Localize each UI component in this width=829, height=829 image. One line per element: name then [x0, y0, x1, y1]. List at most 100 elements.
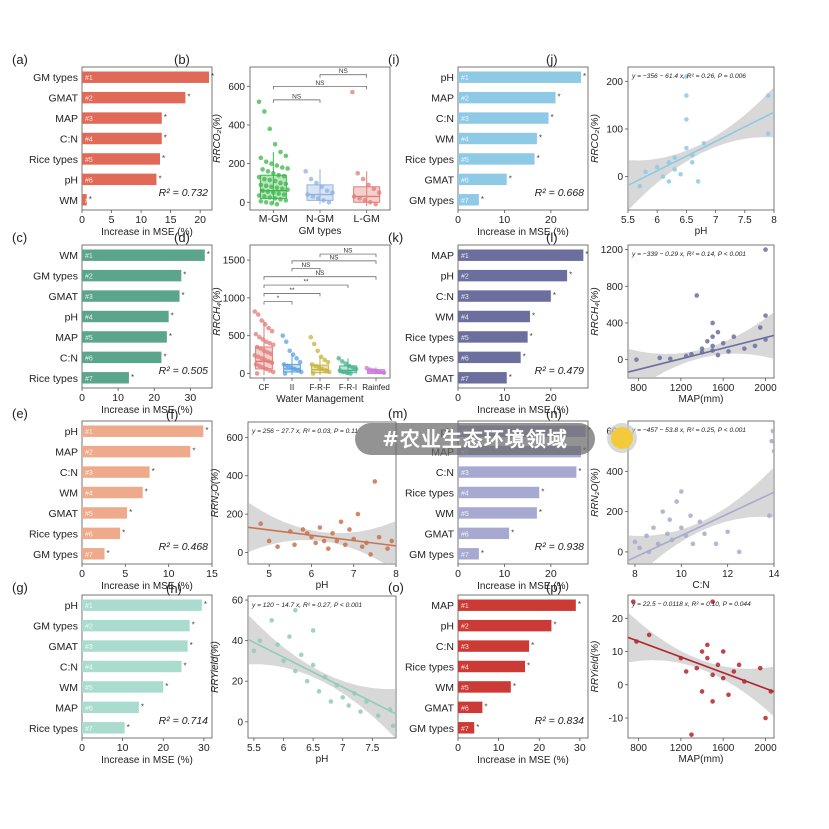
- r-squared: R² = 0.468: [159, 541, 208, 553]
- bar: [82, 331, 167, 343]
- data-point: [281, 173, 287, 179]
- x-tick-label: 10: [163, 568, 175, 580]
- category-label: WM: [59, 682, 78, 694]
- category-label: Rice types: [29, 154, 78, 166]
- regression-line: [628, 111, 774, 187]
- bar-rank-label: #3: [85, 294, 93, 301]
- data-point: [257, 334, 262, 340]
- y-tick-label: 400: [606, 467, 623, 478]
- panel-l: (l) 800 1200 1600 2000 0 400 800 1200 y = −339 − …: [546, 230, 777, 405]
- category-label: GMAT: [48, 508, 78, 520]
- data-point: [695, 179, 701, 184]
- data-point: [310, 371, 316, 376]
- data-point: [293, 607, 298, 613]
- group-label: Rainfed: [362, 383, 390, 392]
- data-point: [720, 675, 726, 681]
- regression-equation: y = −457 − 53.8 x, R² = 0.25, P < 0.001: [631, 427, 746, 434]
- data-point: [265, 169, 271, 174]
- bar-rank-label: #3: [85, 116, 93, 123]
- significance-star: *: [169, 332, 172, 341]
- category-label: MAP: [431, 250, 454, 262]
- bar-rank-label: #5: [85, 511, 93, 518]
- y-axis-label: RRN₂O(%): [210, 469, 221, 518]
- data-point: [646, 632, 652, 638]
- data-point: [251, 648, 257, 654]
- bar-rank-label: #7: [461, 198, 469, 205]
- data-point: [300, 527, 306, 532]
- data-point: [340, 695, 346, 700]
- data-point: [255, 312, 261, 317]
- significance-star: *: [164, 113, 167, 122]
- data-point: [259, 356, 264, 361]
- x-tick-label: 6.5: [679, 215, 693, 226]
- x-tick-label: 0: [455, 568, 461, 580]
- data-point: [336, 356, 342, 361]
- panel-label-m: (m): [388, 406, 408, 421]
- y-tick-label: 200: [606, 507, 623, 518]
- data-point: [684, 145, 689, 151]
- bar: [458, 619, 552, 632]
- data-point: [287, 348, 292, 354]
- bar-rank-label: #5: [461, 511, 469, 518]
- group-label: F-R-I: [339, 383, 357, 392]
- significance-label: NS: [329, 254, 339, 261]
- data-point: [266, 538, 272, 544]
- r-squared: R² = 0.834: [535, 715, 584, 727]
- y-tick-label: 0: [617, 172, 623, 183]
- category-label: Rice types: [405, 154, 454, 166]
- x-tick-label: 7.5: [365, 743, 379, 754]
- significance-star: *: [204, 600, 207, 609]
- y-tick-label: 1000: [223, 293, 246, 304]
- panel-label-p: (p): [546, 580, 562, 595]
- significance-bracket: [319, 74, 368, 78]
- data-point: [253, 331, 259, 337]
- bar: [82, 269, 182, 282]
- data-point: [710, 672, 715, 678]
- data-point: [715, 662, 721, 668]
- panel-label-l: (l): [546, 230, 558, 245]
- significance-star: *: [152, 467, 155, 476]
- plot-area: [248, 479, 396, 564]
- data-point: [731, 334, 737, 340]
- data-point: [287, 634, 292, 639]
- data-point: [632, 539, 638, 545]
- significance-star: *: [569, 271, 572, 280]
- data-point: [715, 329, 721, 335]
- data-point: [674, 499, 679, 504]
- data-point: [256, 174, 262, 180]
- bar: [458, 112, 549, 124]
- significance-star: *: [476, 723, 479, 732]
- x-tick-label: 10: [499, 392, 511, 404]
- data-point: [702, 531, 707, 537]
- category-label: C:N: [436, 291, 454, 303]
- bar-rank-label: #4: [85, 665, 93, 672]
- bar-rank-label: #5: [85, 335, 93, 342]
- significance-label: NS: [301, 262, 311, 269]
- data-point: [274, 185, 280, 191]
- data-point: [269, 161, 274, 166]
- x-tick-label: 30: [184, 392, 196, 404]
- x-tick-label: 30: [574, 742, 586, 754]
- significance-star: *: [190, 641, 193, 650]
- data-point: [283, 339, 289, 345]
- y-tick-label: -10: [609, 714, 624, 725]
- data-point: [292, 366, 297, 372]
- plot-frame: [627, 244, 775, 379]
- bar-rank-label: #6: [461, 355, 469, 362]
- group-label: II: [290, 383, 294, 392]
- data-point: [253, 362, 259, 367]
- data-point: [321, 538, 327, 544]
- bar-rank-label: #5: [461, 685, 469, 692]
- data-point: [344, 370, 350, 376]
- data-point: [689, 160, 695, 165]
- panel-b: (b) 0 200 400 600 M-GM N-GM L-GM NS NS NS GM types R…: [174, 52, 391, 237]
- data-point: [267, 195, 273, 200]
- data-point: [752, 343, 758, 349]
- data-point: [373, 201, 378, 207]
- significance-bracket: [263, 293, 321, 297]
- bar-rank-label: #1: [85, 253, 93, 260]
- data-point: [326, 199, 332, 205]
- data-point: [697, 519, 703, 525]
- data-point: [265, 189, 271, 194]
- significance-bracket: [291, 268, 321, 272]
